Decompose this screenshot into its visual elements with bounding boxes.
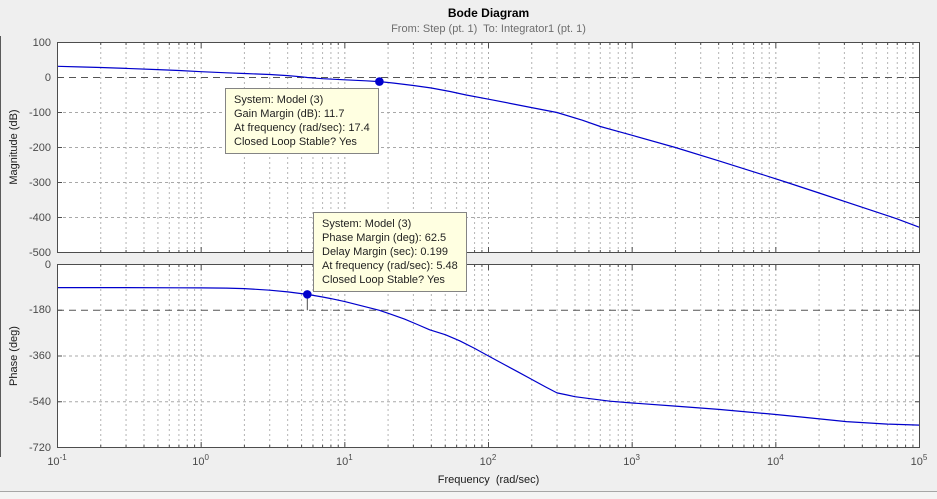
phase-canvas[interactable]	[57, 264, 920, 448]
phase-margin-marker[interactable]	[303, 290, 312, 299]
datatip-line: At frequency (rad/sec): 5.48	[322, 260, 458, 272]
magnitude-y-tick-label: -400	[28, 211, 51, 224]
x-tick-label: 10-1	[47, 453, 67, 468]
datatip-line: Delay Margin (sec): 0.199	[322, 246, 448, 258]
x-tick-label: 104	[766, 453, 784, 468]
phase-plot[interactable]	[57, 264, 920, 448]
figure-title: Bode Diagram	[447, 6, 530, 20]
x-tick-label: 103	[623, 453, 641, 468]
phase-y-tick-label: 0	[44, 258, 51, 271]
grid-lines	[57, 264, 920, 448]
phase-response-curve[interactable]	[57, 287, 920, 426]
datatip-line: Closed Loop Stable? Yes	[234, 136, 357, 148]
magnitude-margin-marker[interactable]	[375, 77, 384, 86]
datatip-line: Gain Margin (dB): 11.7	[234, 108, 345, 120]
magnitude-y-tick-label: -500	[28, 246, 51, 259]
magnitude-y-tick-label: -300	[28, 176, 51, 189]
figure-subtitle: From: Step (pt. 1) To: Integrator1 (pt. …	[391, 23, 586, 35]
phase-y-tick-label: -720	[28, 441, 51, 454]
magnitude-response-curve[interactable]	[57, 65, 920, 228]
window-bottom-edge	[0, 491, 937, 499]
datatip-line: Closed Loop Stable? Yes	[322, 274, 445, 286]
datatip-line: At frequency (rad/sec): 17.4	[234, 122, 370, 134]
magnitude-y-tick-label: 0	[44, 71, 51, 84]
x-tick-label: 101	[335, 453, 353, 468]
datatip-line: Phase Margin (deg): 62.5	[322, 232, 447, 244]
phase-y-tick-label: -360	[28, 350, 51, 362]
magnitude-y-tick-label: -100	[28, 106, 51, 119]
datatip-line: System: Model (3)	[322, 218, 412, 230]
x-tick-label: 100	[192, 453, 210, 468]
x-tick-label: 102	[479, 453, 497, 468]
magnitude-plot[interactable]	[57, 42, 920, 253]
phase-y-tick-label: -180	[28, 304, 51, 317]
magnitude-canvas[interactable]	[57, 42, 920, 253]
datatip-line: System: Model (3)	[234, 94, 324, 106]
magnitude-y-tick-label: 100	[32, 36, 51, 49]
x-tick-label: 105	[910, 453, 928, 468]
window-left-edge	[0, 36, 1, 457]
frequency-axis-label: Frequency (rad/sec)	[437, 474, 540, 486]
plot-border	[57, 42, 920, 253]
magnitude-y-tick-label: -200	[28, 141, 51, 154]
plot-border	[57, 264, 920, 448]
phase-margin-datatip[interactable]: System: Model (3) Phase Margin (deg): 62.…	[313, 212, 467, 292]
phase-y-tick-label: -540	[28, 395, 51, 408]
gain-margin-datatip[interactable]: System: Model (3) Gain Margin (dB): 11.7 A…	[225, 88, 379, 154]
